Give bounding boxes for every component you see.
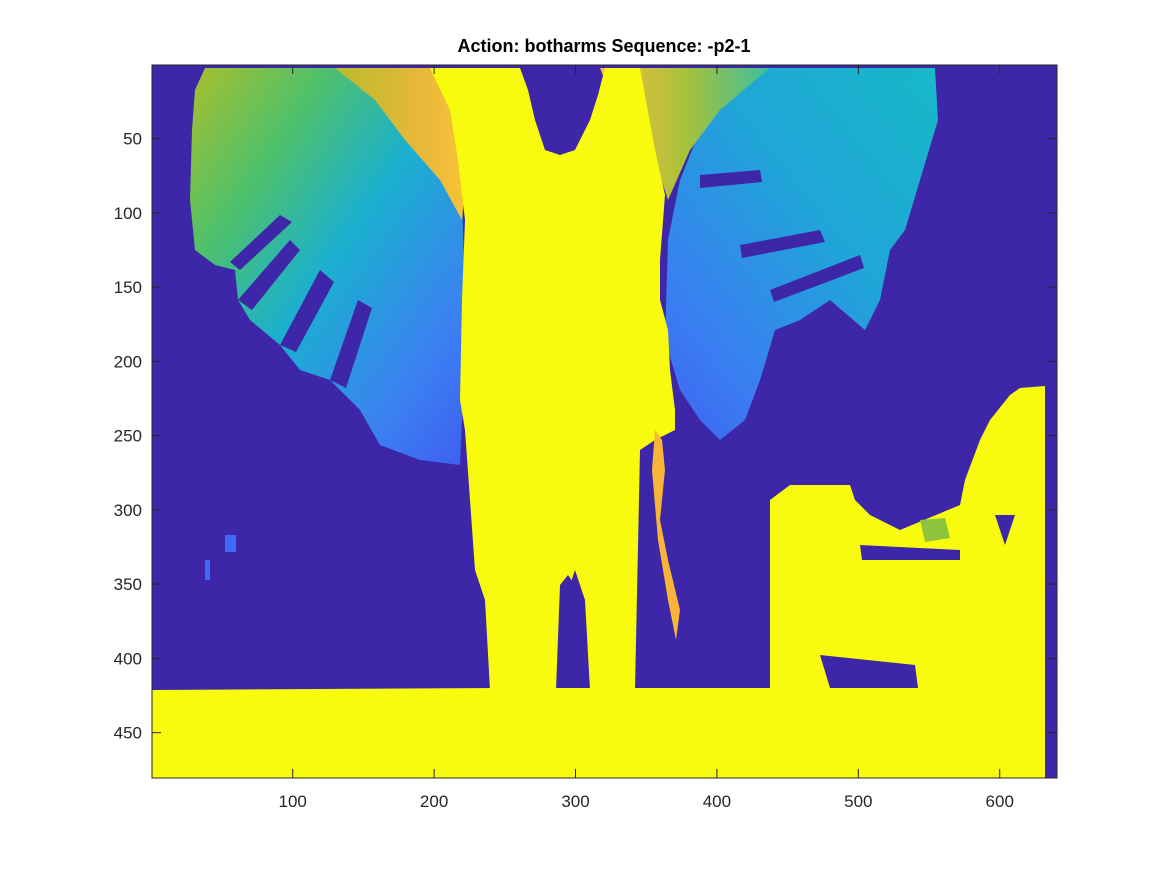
right-objects-holes <box>820 515 1015 688</box>
right-arm-sweep-gaps <box>700 170 864 302</box>
x-tick-label: 600 <box>986 792 1014 811</box>
axes-area: 100 200 300 400 500 600 50 100 150 200 250 300 350 4… <box>114 64 1058 811</box>
speckle-left <box>205 535 236 580</box>
heatmap-image <box>152 68 1045 778</box>
y-tick-label: 450 <box>114 724 142 743</box>
body-edge-accent <box>652 430 680 640</box>
floor <box>152 688 1045 778</box>
y-tick-labels: 50 100 150 200 250 300 350 400 450 <box>114 130 142 743</box>
left-arm-sweep-gaps <box>230 215 372 388</box>
y-tick-label: 400 <box>114 649 142 668</box>
y-tick-label: 100 <box>114 204 142 223</box>
right-arm-sweep <box>640 68 938 440</box>
y-tick-label: 350 <box>114 575 142 594</box>
tick-marks <box>152 65 1057 778</box>
leg-gap <box>556 575 578 690</box>
y-tick-label: 200 <box>114 352 142 371</box>
x-tick-label: 100 <box>279 792 307 811</box>
y-tick-label: 250 <box>114 427 142 446</box>
chart-title: Action: botharms Sequence: -p2-1 <box>457 36 750 56</box>
person-silhouette <box>430 68 675 690</box>
x-tick-label: 200 <box>420 792 448 811</box>
x-tick-label: 500 <box>844 792 872 811</box>
x-tick-label: 300 <box>561 792 589 811</box>
y-tick-label: 150 <box>114 278 142 297</box>
x-tick-label: 400 <box>703 792 731 811</box>
y-tick-label: 300 <box>114 501 142 520</box>
axes-box <box>151 64 1058 779</box>
left-arm-sweep <box>190 68 465 465</box>
x-tick-labels: 100 200 300 400 500 600 <box>279 792 1014 811</box>
y-tick-label: 50 <box>123 130 142 149</box>
left-arm-top-warm <box>335 68 470 220</box>
right-objects-warm-spot <box>920 518 950 542</box>
